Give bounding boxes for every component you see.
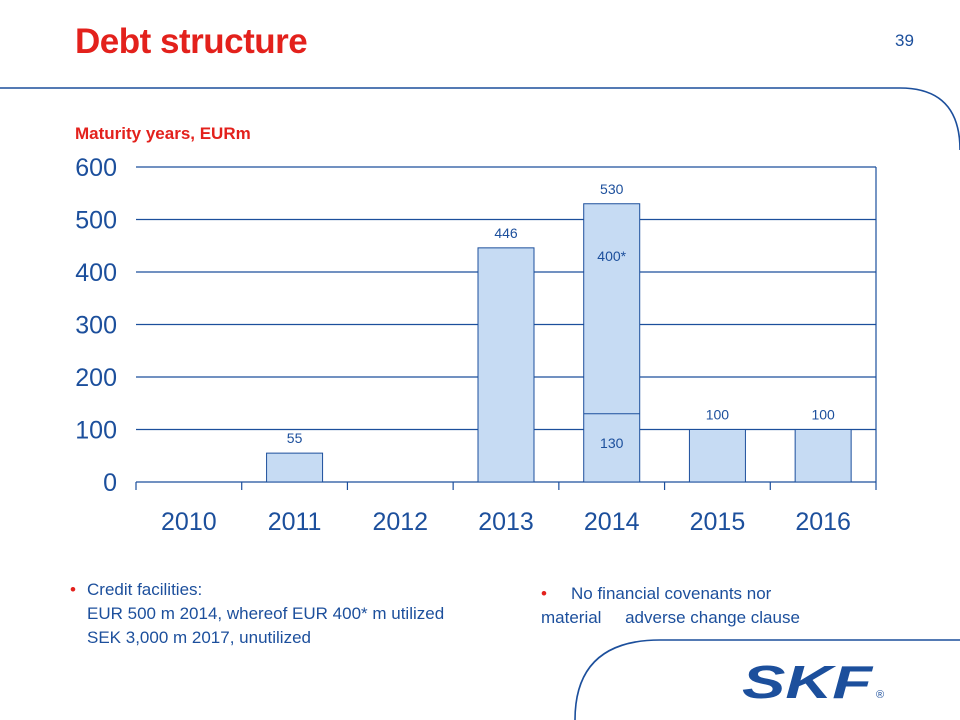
bullet-line: EUR 500 m 2014, whereof EUR 400* m utili… <box>87 604 445 623</box>
stack-upper-label: 400* <box>597 248 626 264</box>
bar <box>477 247 535 483</box>
debt-maturity-chart: 0 100 200 300 400 500 600 2010 55 2011 2012 446 2013… <box>75 154 877 536</box>
bar <box>266 452 324 483</box>
x-tick-label: 2015 <box>690 508 746 536</box>
y-tick-label: 600 <box>75 154 117 182</box>
registered-mark: ® <box>876 689 884 701</box>
y-tick-label: 100 <box>75 417 117 445</box>
x-tick-label: 2010 <box>161 508 217 536</box>
bullet-line: No financial covenants nor <box>571 584 772 603</box>
y-tick-label: 200 <box>75 364 117 392</box>
stack-lower-label: 130 <box>600 435 624 451</box>
y-tick-label: 0 <box>103 469 117 497</box>
bar <box>794 429 852 483</box>
page-number: 39 <box>895 31 914 50</box>
covenants-bullet: • No financial covenants nor material ad… <box>541 582 800 630</box>
skf-logo: SKF ® <box>742 662 884 704</box>
credit-facilities-bullet: • Credit facilities: EUR 500 m 2014, whe… <box>70 578 444 650</box>
x-tick-label: 2014 <box>584 508 640 536</box>
bullet-line: material adverse change clause <box>541 608 800 627</box>
data-label: 446 <box>494 225 518 241</box>
y-tick-label: 400 <box>75 259 117 287</box>
y-tick-label: 300 <box>75 312 117 340</box>
skf-logo-text: SKF <box>742 662 875 704</box>
bullet-line: Credit facilities: <box>87 580 203 599</box>
x-tick-label: 2011 <box>268 508 322 536</box>
bullet-dot: • <box>541 584 547 603</box>
bullet-dot: • <box>70 580 76 599</box>
data-label: 100 <box>706 407 730 423</box>
page-title: Debt structure <box>75 22 308 61</box>
x-tick-label: 2013 <box>478 508 534 536</box>
x-tick-label: 2012 <box>372 508 428 536</box>
data-label: 530 <box>600 181 624 197</box>
bar <box>583 203 641 483</box>
bullet-line: SEK 3,000 m 2017, unutilized <box>87 628 311 647</box>
x-tick-label: 2016 <box>795 508 851 536</box>
y-tick-label: 500 <box>75 207 117 235</box>
data-label: 100 <box>811 407 835 423</box>
data-label: 55 <box>287 430 303 446</box>
bar <box>688 429 746 483</box>
chart-subtitle: Maturity years, EURm <box>75 124 251 143</box>
